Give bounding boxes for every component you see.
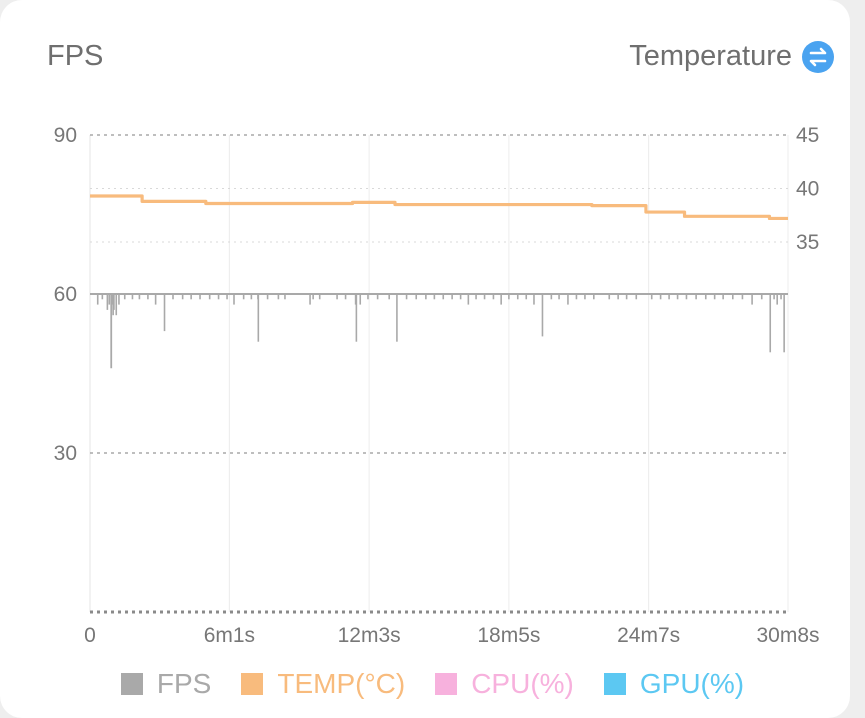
x-tick-label: 18m5s — [477, 624, 540, 647]
y-left-tick-label: 30 — [54, 442, 77, 465]
legend-swatch — [435, 673, 458, 695]
legend-item[interactable]: GPU(%) — [603, 668, 745, 700]
legend-item[interactable]: CPU(%) — [435, 668, 574, 700]
x-tick-label: 24m7s — [617, 624, 680, 647]
y-right-tick-label: 35 — [796, 231, 819, 254]
right-axis-title-group: Temperature — [629, 40, 834, 73]
legend-item[interactable]: FPS — [120, 668, 212, 700]
legend-label: FPS — [156, 668, 212, 699]
legend-label: TEMP(°C) — [277, 668, 406, 699]
x-tick-label: 0 — [84, 624, 96, 647]
left-axis-title: FPS — [47, 40, 104, 72]
legend-swatch — [241, 673, 264, 695]
y-right-tick-label: 45 — [796, 124, 819, 147]
x-tick-label: 12m3s — [338, 624, 401, 647]
y-left-tick-label: 60 — [54, 283, 77, 306]
fps-temperature-chart: 30 60 90 35 40 45 0 6m1s 12m3s 18m5s 24m7s 30m8s — [54, 124, 820, 647]
legend-swatch — [120, 673, 143, 695]
x-tick-label: 6m1s — [204, 624, 255, 647]
y-left-tick-label: 90 — [54, 124, 77, 147]
legend-swatch — [603, 673, 626, 695]
legend-label: GPU(%) — [639, 668, 745, 699]
chart-legend: FPS TEMP(°C) CPU(%) GPU(%) — [0, 668, 865, 700]
temp-line — [90, 194, 788, 221]
y-right-tick-label: 40 — [796, 178, 819, 201]
right-axis-title: Temperature — [629, 40, 792, 72]
x-tick-label: 30m8s — [756, 624, 819, 647]
legend-item[interactable]: TEMP(°C) — [241, 668, 405, 700]
swap-icon[interactable] — [802, 40, 834, 73]
legend-label: CPU(%) — [471, 668, 574, 699]
